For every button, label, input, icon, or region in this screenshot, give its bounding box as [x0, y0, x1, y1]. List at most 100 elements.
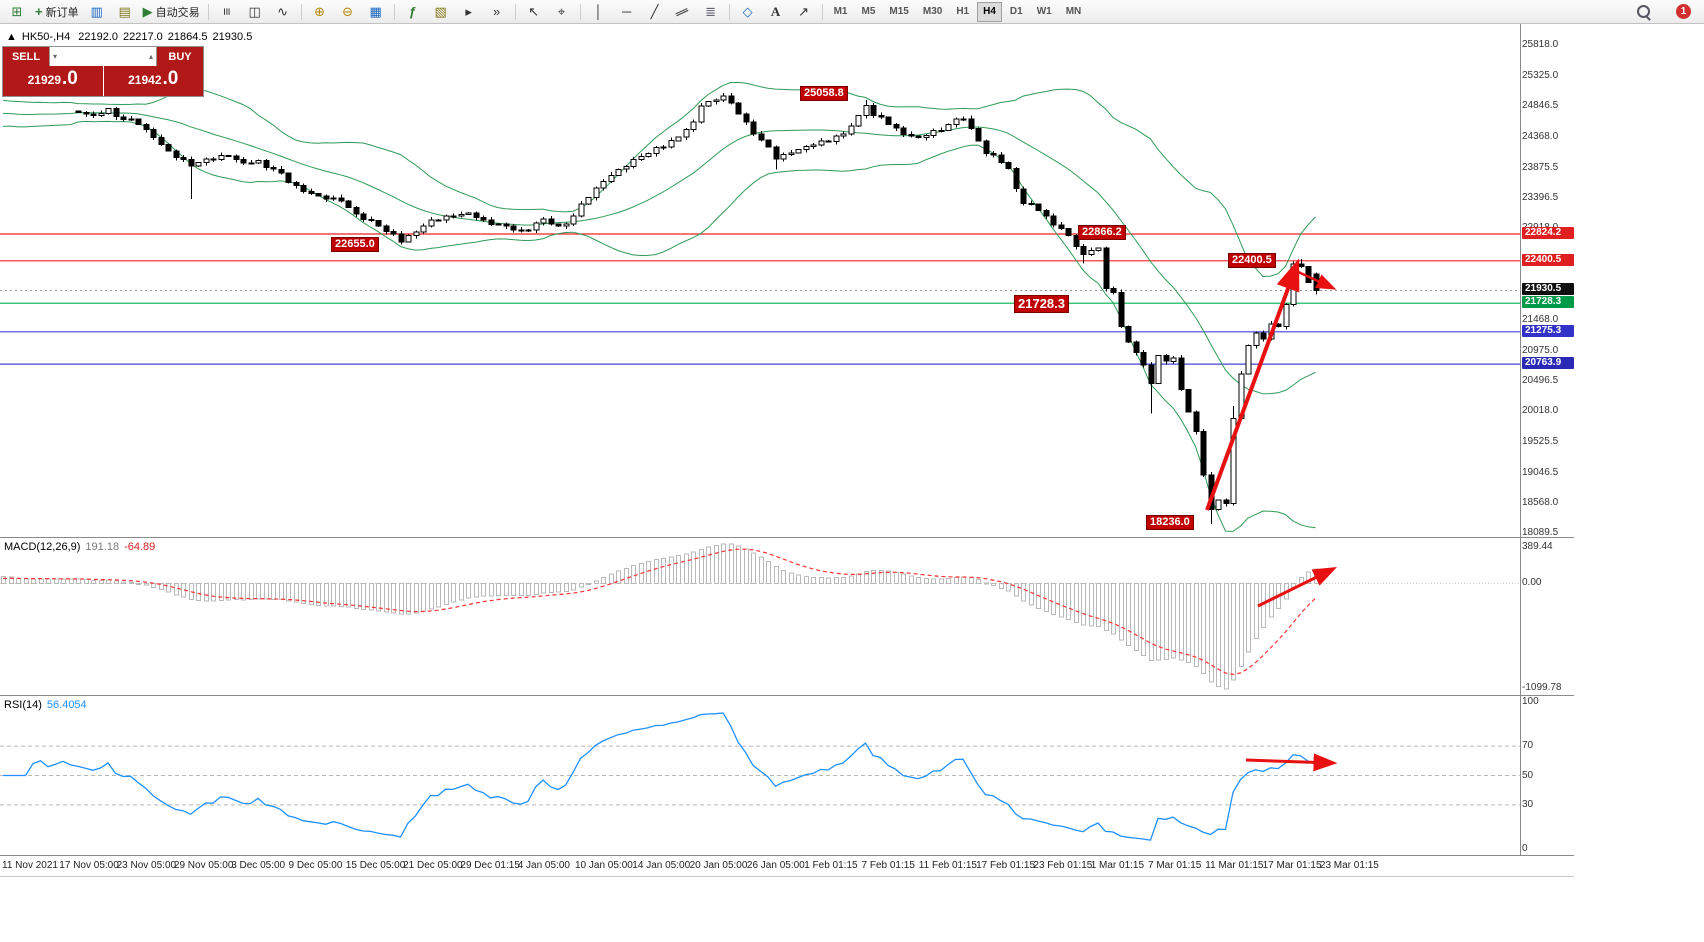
time-axis-label: 17 Nov 05:00 — [59, 860, 119, 871]
timeframe-h1-button[interactable]: H1 — [956, 6, 970, 17]
price-annotation[interactable]: 18236.0 — [1146, 515, 1194, 530]
volume-increase-button[interactable]: ▴ — [148, 52, 153, 61]
indicators-button[interactable]: ƒ — [400, 1, 426, 23]
timeframe-m1-button[interactable]: M1 — [833, 6, 848, 17]
macd-indicator-label: MACD(12,26,9) 191.18 -64.89 — [4, 541, 155, 553]
timeframe-m15-button[interactable]: M15 — [889, 6, 909, 17]
sell-price: 21929 — [27, 73, 61, 87]
timeframe-h4-button[interactable]: H4 — [977, 1, 1002, 22]
macd-axis-min: -1099.78 — [1522, 682, 1562, 693]
time-axis-label: 7 Feb 01:15 — [861, 860, 915, 871]
panel-divider[interactable] — [0, 537, 1574, 538]
level-price-tag: 22824.2 — [1522, 227, 1574, 239]
rsi-trend-arrow[interactable] — [1245, 753, 1338, 772]
bollinger-lower-band[interactable] — [2, 120, 1316, 532]
time-axis-label: 11 Mar 01:15 — [1205, 860, 1264, 871]
panel-divider[interactable] — [0, 695, 1574, 696]
axis-tick: 25325.0 — [1522, 70, 1559, 81]
rsi-label: RSI(14) — [4, 699, 42, 711]
line-chart-button[interactable]: ∿ — [270, 1, 296, 23]
notification-badge[interactable]: 1 — [1676, 4, 1691, 19]
new-order-button[interactable]: + 新订单 — [32, 1, 82, 23]
time-axis-label: 9 Dec 05:00 — [288, 860, 343, 871]
timeframe-m5-button[interactable]: M5 — [861, 6, 876, 17]
price-annotation[interactable]: 22400.5 — [1228, 253, 1276, 268]
timeframe-d1-button[interactable]: D1 — [1009, 6, 1023, 17]
templates-button[interactable]: ▧ — [428, 1, 454, 23]
main-toolbar: ⊞ + 新订单 ▥ ▤ ▶ 自动交易 ≡ ◫ ∿ ⊕ ⊖ ▦ ƒ ▧ ▸ » ↖ ⌖… — [0, 0, 1704, 24]
bollinger-upper-band[interactable] — [2, 81, 1316, 278]
trendline-button[interactable]: ╱ — [642, 1, 668, 23]
search-icon[interactable] — [1637, 5, 1650, 18]
macd-label: MACD(12,26,9) — [4, 541, 81, 553]
zoom-in-icon: ⊕ — [314, 3, 326, 19]
vertical-line-button[interactable]: │ — [586, 1, 612, 23]
price-annotation[interactable]: 22655.0 — [331, 237, 379, 252]
fibonacci-button[interactable]: ≣ — [698, 1, 724, 23]
symbol-ohlc-header: ▲ HK50-,H4 22192.0 22217.0 21864.5 21930.5 — [6, 31, 257, 43]
auto-scroll-button[interactable]: ▸ — [456, 1, 482, 23]
rsi-indicator-label: RSI(14) 56.4054 — [4, 699, 87, 711]
axis-tick: 21468.0 — [1522, 314, 1559, 325]
time-axis-label: 23 Mar 01:15 — [1319, 860, 1379, 871]
volume-input[interactable] — [60, 48, 146, 65]
zoom-out-icon: ⊖ — [342, 3, 354, 19]
buy-button[interactable]: 21942.0 — [103, 66, 203, 96]
time-axis-label: 23 Nov 05:00 — [116, 860, 177, 871]
one-click-trading-panel: SELL ▾ ▴ BUY 21929.0 21942.0 — [2, 46, 204, 97]
zoom-out-button[interactable]: ⊖ — [335, 1, 361, 23]
time-axis-label: 15 Dec 05:00 — [345, 860, 406, 871]
candlestick-chart-button[interactable]: ◫ — [242, 1, 268, 23]
timeframe-mn-button[interactable]: MN — [1065, 6, 1082, 17]
new-order-label: 新订单 — [45, 6, 79, 19]
chart-shift-button[interactable]: » — [484, 1, 510, 23]
price-annotation[interactable]: 21728.3 — [1014, 295, 1069, 313]
autotrading-button[interactable]: ▶ 自动交易 — [140, 1, 203, 23]
time-axis-label: 11 Nov 2021 — [2, 860, 58, 871]
shapes-button[interactable]: ◇ — [735, 1, 761, 23]
horizontal-line-button[interactable]: ─ — [614, 1, 640, 23]
cursor-button[interactable]: ↖ — [521, 1, 547, 23]
sell-button[interactable]: 21929.0 — [3, 66, 103, 96]
toolbar-separator — [728, 3, 730, 20]
tile-windows-button[interactable]: ▦ — [363, 1, 389, 23]
zoom-in-button[interactable]: ⊕ — [307, 1, 333, 23]
main-price-chart[interactable] — [0, 24, 1520, 537]
symbol-marker-icon: ▲ — [6, 31, 17, 43]
channel-button[interactable]: ∥ — [670, 1, 696, 23]
new-chart-icon: ⊞ — [11, 3, 23, 19]
macd-panel-chart[interactable] — [0, 538, 1520, 695]
timeframe-w1-button[interactable]: W1 — [1036, 6, 1052, 17]
market-watch-button[interactable]: ▥ — [84, 1, 110, 23]
symbol-name: HK50-,H4 — [21, 31, 71, 43]
timeframe-m30-button[interactable]: M30 — [922, 6, 943, 17]
time-axis-label: 20 Jan 05:00 — [689, 860, 748, 871]
trend-arrow[interactable] — [1293, 268, 1337, 290]
price-annotation[interactable]: 22866.2 — [1078, 225, 1126, 240]
sell-tab[interactable]: SELL — [3, 47, 49, 66]
axis-tick: 18089.5 — [1522, 527, 1559, 538]
trend-arrow[interactable] — [1205, 258, 1300, 511]
rsi-panel-chart[interactable] — [0, 696, 1520, 855]
new-chart-button[interactable]: ⊞ — [4, 1, 30, 23]
bar-chart-button[interactable]: ≡ — [214, 1, 240, 23]
crosshair-button[interactable]: ⌖ — [549, 1, 575, 23]
axis-tick: 20496.5 — [1522, 375, 1559, 386]
new-order-icon: + — [35, 4, 43, 19]
volume-decrease-button[interactable]: ▾ — [53, 52, 58, 61]
bollinger-middle-band[interactable] — [2, 112, 1316, 395]
text-tool-button[interactable]: A — [763, 1, 789, 23]
macd-trend-arrow[interactable] — [1257, 567, 1338, 608]
rsi-axis-tick: 70 — [1522, 740, 1534, 751]
buy-tab[interactable]: BUY — [157, 47, 203, 66]
time-axis[interactable]: 11 Nov 2021 17 Nov 05:00 23 Nov 05:00 29 No… — [0, 856, 1520, 876]
buy-price: 21942 — [128, 73, 162, 87]
axis-tick: 25818.0 — [1522, 39, 1559, 50]
price-axis-separator — [1520, 24, 1521, 855]
price-annotation[interactable]: 25058.8 — [800, 86, 848, 101]
arrow-tool-button[interactable]: ↗ — [791, 1, 817, 23]
time-axis-label: 1 Mar 01:15 — [1090, 860, 1145, 871]
navigator-button[interactable]: ▤ — [112, 1, 138, 23]
toolbar-separator — [821, 3, 823, 20]
axis-tick: 24846.5 — [1522, 100, 1559, 111]
